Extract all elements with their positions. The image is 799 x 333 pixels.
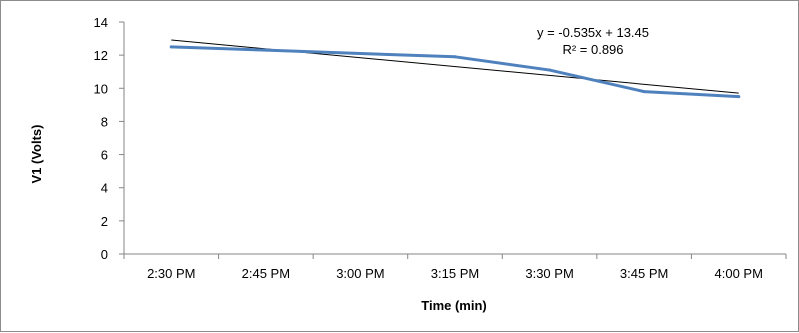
trendline bbox=[171, 39, 739, 94]
y-tick-label: 2 bbox=[101, 214, 108, 229]
y-tick-label: 6 bbox=[101, 148, 108, 163]
data-point bbox=[453, 55, 457, 59]
y-tick-label: 12 bbox=[94, 48, 108, 63]
data-point bbox=[548, 68, 552, 72]
x-tick-label: 3:00 PM bbox=[336, 266, 384, 281]
series-group bbox=[169, 45, 741, 99]
data-point bbox=[264, 48, 268, 52]
r-squared-label: R² = 0.896 bbox=[562, 42, 623, 57]
x-tick-label: 2:45 PM bbox=[242, 266, 290, 281]
x-tick-label: 2:30 PM bbox=[147, 266, 195, 281]
y-tick-label: 0 bbox=[101, 247, 108, 262]
data-point bbox=[358, 51, 362, 55]
y-axis-title: V1 (Volts) bbox=[29, 125, 44, 184]
y-tick-label: 8 bbox=[101, 114, 108, 129]
data-point bbox=[169, 45, 173, 49]
data-point bbox=[737, 95, 741, 99]
y-tick-label: 10 bbox=[94, 81, 108, 96]
x-tick-label: 3:15 PM bbox=[431, 266, 479, 281]
y-tick-label: 4 bbox=[101, 181, 108, 196]
x-tick-label: 3:45 PM bbox=[620, 266, 668, 281]
x-axis-title: Time (min) bbox=[421, 298, 487, 313]
x-tick-label: 3:30 PM bbox=[525, 266, 573, 281]
x-tick-labels: 2:30 PM 2:45 PM 3:00 PM 3:15 PM 3:30 PM 3:45 … bbox=[147, 266, 763, 281]
trendline-group bbox=[171, 39, 739, 94]
trendline-equation: y = -0.535x + 13.45 bbox=[537, 25, 649, 40]
series-line bbox=[169, 45, 741, 99]
y-tick-label: 14 bbox=[94, 15, 108, 30]
axes bbox=[119, 21, 787, 259]
x-tick-label: 4:00 PM bbox=[715, 266, 763, 281]
y-tick-labels: 0 2 4 6 8 10 12 14 bbox=[94, 15, 108, 262]
data-point bbox=[642, 90, 646, 94]
